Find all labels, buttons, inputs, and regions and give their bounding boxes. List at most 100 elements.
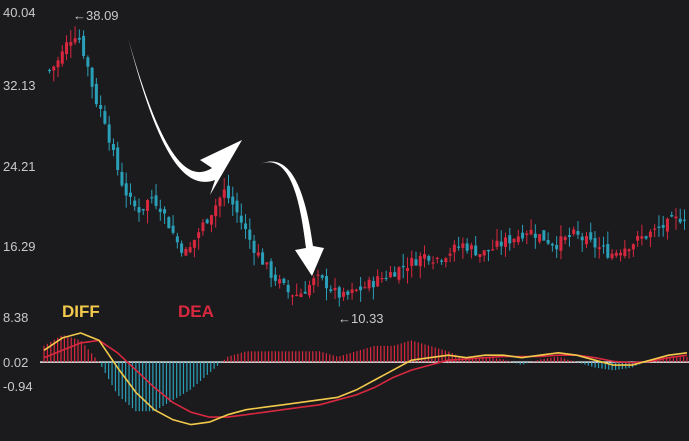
candle-body [678, 218, 682, 223]
candle-body [299, 293, 303, 297]
candle-body [542, 230, 546, 241]
macd-panel: 0.02 -0.94 [3, 332, 689, 426]
y-tick-label: 8.38 [3, 310, 28, 325]
candle-body [201, 222, 205, 232]
candle-body [124, 183, 128, 196]
candle-body [405, 268, 409, 272]
candle-body [290, 295, 294, 297]
candle-body [602, 245, 606, 247]
candle-body [452, 244, 456, 253]
candle-body [401, 265, 405, 268]
candle-body [657, 226, 661, 228]
candle-body [648, 231, 652, 238]
candle-body [103, 111, 107, 124]
candle-body [209, 215, 213, 225]
candle-body [512, 239, 516, 243]
candle-body [474, 245, 478, 256]
candle-body [111, 143, 115, 151]
candle-body [52, 66, 56, 71]
candle-body [367, 279, 371, 289]
candle-body [346, 291, 350, 295]
candle-body [521, 232, 525, 239]
candle-body [329, 289, 333, 292]
candle-body [478, 254, 482, 257]
candle-body [610, 253, 614, 259]
candle-body [158, 208, 162, 212]
candle-body [550, 243, 554, 246]
candle-body [572, 229, 576, 235]
macd-tick-label: 0.02 [3, 355, 28, 370]
candle-body [231, 196, 235, 205]
candle-body [435, 257, 439, 260]
candle-body [56, 60, 60, 68]
candle-body [559, 236, 563, 251]
candle-body [146, 200, 150, 211]
candle-body [384, 277, 388, 280]
candle-body [414, 259, 418, 266]
candle-body [316, 274, 320, 276]
high-annotation: ←38.09 [73, 8, 119, 23]
candle-body [533, 233, 537, 238]
candle-body [388, 272, 392, 278]
candle-body [120, 171, 124, 186]
candle-body [563, 236, 567, 241]
y-tick-label: 32.13 [3, 78, 36, 93]
candle-body [555, 244, 559, 250]
candle-body [461, 243, 465, 248]
candle-body [269, 261, 273, 278]
candle-body [137, 207, 141, 213]
candle-body [486, 249, 490, 252]
candle-body [320, 275, 324, 278]
candle-body [107, 124, 111, 143]
candle-body [683, 219, 686, 221]
candle-body [508, 235, 512, 244]
y-tick-label: 40.04 [3, 5, 36, 20]
candle-body [192, 239, 196, 248]
candle-body [184, 248, 188, 256]
candle-body [376, 276, 380, 287]
candle-body [661, 225, 665, 228]
candle-body [363, 287, 367, 289]
candle-body [597, 247, 601, 250]
trend-arrows [128, 38, 324, 276]
candle-body [82, 35, 86, 56]
candle-body [235, 200, 239, 213]
candle-body [644, 236, 648, 239]
candle-body [665, 218, 669, 232]
candle-body [86, 57, 90, 67]
candle-body [529, 229, 533, 235]
candle-body [90, 67, 94, 87]
candle-body [606, 244, 610, 258]
candle-body [312, 278, 316, 286]
candle-body [197, 232, 201, 239]
candle-body [77, 37, 81, 40]
candle-body [444, 258, 448, 263]
candle-body [431, 262, 435, 264]
candle-body [380, 278, 384, 280]
price-axis: 40.04 32.13 24.21 16.29 8.38 [3, 5, 36, 325]
candle-body [154, 195, 158, 206]
candle-body [218, 197, 222, 207]
candle-body [423, 254, 427, 259]
candle-body [499, 241, 503, 247]
candle-body [623, 248, 627, 257]
dea-line [43, 339, 688, 418]
candle-body [593, 238, 597, 248]
candle-body [278, 279, 282, 284]
candle-body [205, 219, 209, 224]
legend-dea: DEA [178, 302, 214, 321]
candle-body [653, 228, 657, 230]
candle-body [188, 247, 192, 253]
candle-body [214, 205, 218, 217]
candle-body [350, 289, 354, 293]
candle-body [65, 42, 69, 55]
diff-line [43, 332, 688, 426]
candle-body [261, 252, 265, 265]
candle-body [504, 237, 508, 247]
candle-body [670, 215, 674, 217]
candle-body [273, 274, 277, 281]
candle-body [239, 215, 243, 223]
candle-body [116, 147, 120, 170]
candle-body [491, 249, 495, 251]
